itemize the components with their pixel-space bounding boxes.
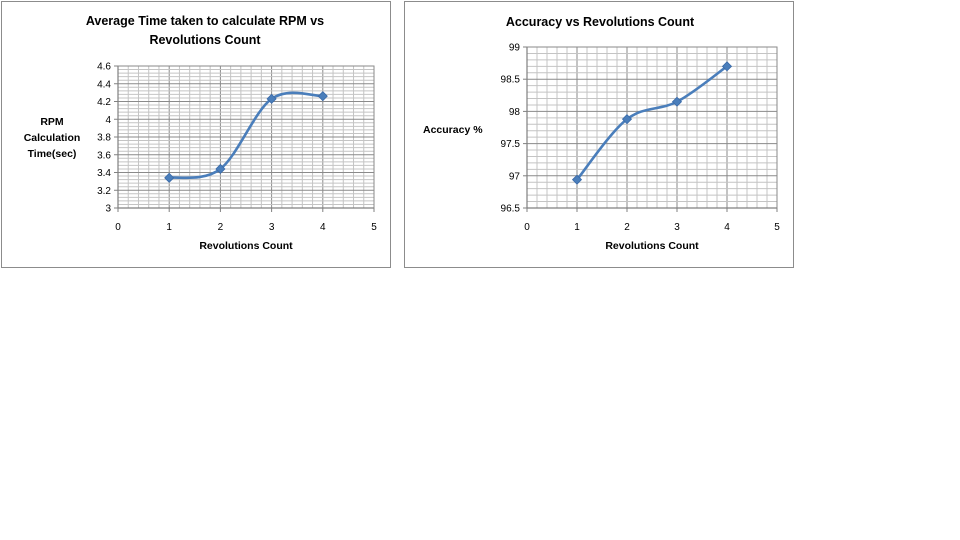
rpm-time-chart-panel: Average Time taken to calculate RPM vs Re… (1, 1, 391, 268)
acc-y-axis-title: Accuracy % (423, 124, 483, 136)
x-tick-label: 0 (115, 222, 121, 233)
acc-series-line (575, 65, 729, 181)
y-tick-label: 3.2 (97, 186, 111, 197)
rpm-y-axis-title: Calculation (24, 132, 81, 144)
y-tick-label: 3.4 (97, 168, 111, 179)
acc-gridlines (527, 47, 777, 208)
x-tick-label: 2 (218, 222, 224, 233)
y-tick-label: 97.5 (501, 139, 521, 150)
data-point-marker (266, 93, 277, 104)
data-point-marker (164, 172, 175, 183)
y-tick-label: 3.6 (97, 150, 111, 161)
data-point-marker (317, 91, 328, 102)
acc-chart-title: Accuracy vs Revolutions Count (506, 15, 695, 29)
x-tick-label: 5 (371, 222, 377, 233)
y-tick-label: 98.5 (501, 75, 521, 86)
y-tick-label: 99 (509, 43, 521, 54)
y-tick-label: 96.5 (501, 204, 521, 215)
accuracy-chart-panel: Accuracy vs Revolutions Count 0 1 2 3 4 5 96.5 9… (404, 1, 794, 268)
rpm-y-axis-title: Time(sec) (28, 148, 77, 160)
data-point-marker (621, 114, 633, 125)
y-tick-label: 3.8 (97, 133, 111, 144)
data-point-marker (215, 163, 226, 175)
y-tick-label: 97 (509, 171, 521, 182)
x-tick-label: 1 (574, 222, 580, 233)
rpm-x-axis-title: Revolutions Count (199, 240, 293, 252)
x-tick-label: 2 (624, 222, 630, 233)
y-tick-label: 4.2 (97, 97, 111, 108)
rpm-time-chart: Average Time taken to calculate RPM vs Re… (24, 14, 378, 252)
rpm-chart-title: Average Time taken to calculate RPM vs (86, 14, 324, 28)
x-tick-label: 4 (320, 222, 326, 233)
x-tick-label: 5 (774, 222, 780, 233)
y-tick-label: 98 (509, 107, 521, 118)
acc-plot-area (527, 47, 777, 208)
x-tick-label: 1 (166, 222, 172, 233)
x-tick-label: 3 (269, 222, 275, 233)
x-tick-label: 3 (674, 222, 680, 233)
rpm-gridlines (118, 66, 374, 208)
y-tick-label: 4 (105, 115, 111, 126)
y-tick-label: 4.4 (97, 79, 111, 90)
x-tick-label: 4 (724, 222, 730, 233)
rpm-y-axis-title: RPM (40, 116, 64, 128)
data-point-marker (721, 61, 733, 72)
acc-x-axis-title: Revolutions Count (605, 240, 699, 252)
data-point-marker (571, 174, 583, 185)
x-tick-label: 0 (524, 222, 530, 233)
data-point-marker (671, 96, 683, 107)
y-tick-label: 3 (105, 204, 111, 215)
y-tick-label: 4.6 (97, 62, 111, 73)
rpm-chart-title: Revolutions Count (149, 33, 261, 47)
rpm-series-line (167, 91, 325, 180)
accuracy-chart: Accuracy vs Revolutions Count 0 1 2 3 4 5 96.5 9… (423, 15, 780, 252)
